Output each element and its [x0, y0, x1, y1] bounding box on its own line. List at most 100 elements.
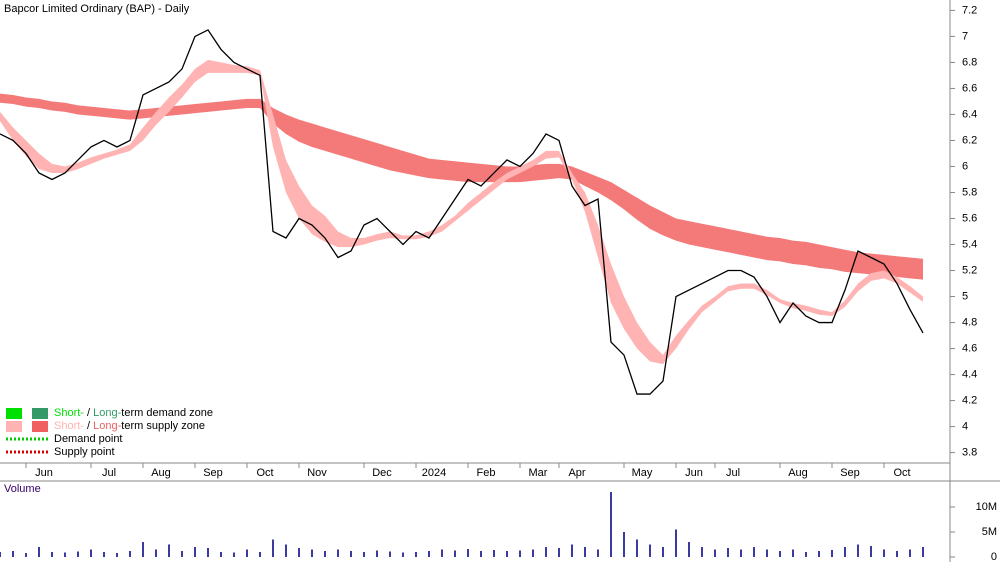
- volume-bar: [519, 550, 521, 557]
- y-tick-label: 5.8: [962, 186, 977, 198]
- volume-bar: [103, 552, 105, 557]
- volume-bar: [532, 549, 534, 557]
- volume-bar: [181, 551, 183, 557]
- legend-swatch: [32, 408, 48, 419]
- legend-swatch: [6, 421, 22, 432]
- x-tick-label: Jun: [35, 467, 53, 479]
- y-tick-label: 3.8: [962, 447, 977, 459]
- x-tick-label: Mar: [529, 467, 548, 479]
- volume-bar: [324, 551, 326, 557]
- volume-bar: [363, 552, 365, 557]
- volume-bar: [688, 542, 690, 557]
- volume-bar: [675, 529, 677, 557]
- volume-bar: [402, 552, 404, 557]
- x-tick-label: Sep: [203, 467, 223, 479]
- volume-bar: [389, 551, 391, 557]
- volume-bar: [350, 551, 352, 557]
- zone-band: [0, 93, 923, 280]
- price-line: [0, 29, 924, 395]
- volume-bar: [831, 550, 833, 557]
- volume-bar: [337, 549, 339, 557]
- y-tick-label: 4.8: [962, 316, 977, 328]
- volume-bar: [779, 551, 781, 557]
- volume-bar: [90, 549, 92, 557]
- volume-bar: [25, 553, 27, 557]
- volume-bar: [922, 547, 924, 557]
- y-tick-label: 6.2: [962, 134, 977, 146]
- x-tick-label: Apr: [568, 467, 585, 479]
- volume-bar: [649, 544, 651, 557]
- volume-bar: [701, 547, 703, 557]
- volume-bar: [376, 550, 378, 557]
- legend-swatch: [6, 408, 22, 419]
- chart-title: Bapcor Limited Ordinary (BAP) - Daily: [4, 3, 190, 15]
- legend-long: Long-: [93, 420, 121, 432]
- volume-bar: [77, 551, 79, 557]
- volume-tick-label: 5M: [982, 526, 997, 538]
- volume-bar: [246, 549, 248, 557]
- volume-bar: [844, 547, 846, 557]
- volume-bar: [493, 550, 495, 557]
- zone-band: [0, 59, 923, 365]
- volume-bar: [740, 549, 742, 557]
- x-tick-label: Feb: [477, 467, 496, 479]
- volume-bar: [220, 552, 222, 557]
- legend-sep: /: [84, 407, 93, 419]
- x-tick-label: Oct: [256, 467, 273, 479]
- volume-bar: [636, 539, 638, 557]
- y-tick-label: 5.2: [962, 264, 977, 276]
- x-tick-label: 2024: [422, 467, 446, 479]
- volume-bar: [12, 551, 14, 557]
- volume-bar: [597, 549, 599, 557]
- volume-bar: [584, 547, 586, 557]
- volume-bar: [714, 549, 716, 557]
- y-tick-label: 6.6: [962, 82, 977, 94]
- y-tick-label: 6: [962, 160, 968, 172]
- volume-bar: [272, 539, 274, 557]
- volume-bar: [870, 546, 872, 557]
- volume-bar: [116, 553, 118, 557]
- legend-label: Supply point: [54, 446, 115, 458]
- x-tick-label: Jun: [685, 467, 703, 479]
- volume-bar: [571, 544, 573, 557]
- volume-bar: [467, 549, 469, 557]
- volume-bar: [64, 552, 66, 557]
- y-tick-label: 4: [962, 420, 968, 432]
- legend-label: Short- / Long-term supply zone: [54, 420, 205, 432]
- volume-bar: [155, 549, 157, 557]
- legend-swatch: [32, 421, 48, 432]
- legend-rest: term supply zone: [121, 420, 205, 432]
- volume-bar: [168, 544, 170, 557]
- legend-sep: /: [84, 420, 93, 432]
- volume-bar: [0, 552, 1, 557]
- volume-bar: [454, 550, 456, 557]
- x-tick-label: Dec: [372, 467, 392, 479]
- volume-bar: [38, 547, 40, 557]
- volume-bar: [480, 551, 482, 557]
- volume-bar: [441, 549, 443, 557]
- volume-bar: [610, 492, 612, 557]
- volume-bar: [909, 549, 911, 557]
- y-tick-label: 6.4: [962, 108, 977, 120]
- y-tick-label: 5.4: [962, 238, 977, 250]
- volume-bar: [142, 542, 144, 557]
- volume-bar: [207, 548, 209, 557]
- volume-bar: [818, 551, 820, 557]
- y-tick-label: 4.4: [962, 368, 977, 380]
- y-tick-label: 4.6: [962, 342, 977, 354]
- x-tick-label: May: [632, 467, 653, 479]
- legend-long: Long-: [93, 407, 121, 419]
- legend-rest: term demand zone: [121, 407, 213, 419]
- legend-label: Demand point: [54, 433, 123, 445]
- volume-bar: [623, 532, 625, 557]
- x-tick-label: Sep: [840, 467, 860, 479]
- volume-bar: [298, 548, 300, 557]
- legend-short: Short-: [54, 407, 84, 419]
- volume-tick-label: 10M: [976, 501, 997, 513]
- volume-bar: [415, 552, 417, 557]
- volume-bar: [311, 549, 313, 557]
- volume-bar: [727, 548, 729, 557]
- volume-bar: [753, 547, 755, 557]
- volume-bar: [792, 549, 794, 557]
